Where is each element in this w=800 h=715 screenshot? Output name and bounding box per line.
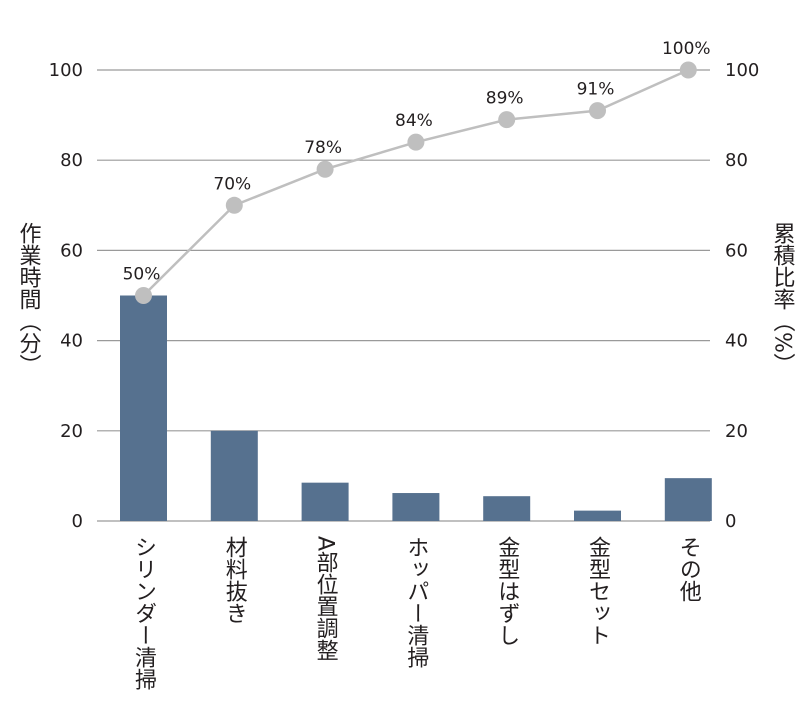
right-tick-label: 0 [725,511,736,532]
right-tick-label: 80 [725,150,748,171]
point-label: 50% [123,265,161,285]
left-tick-label: 20 [60,421,83,442]
left-axis-ticks: 0 20 40 60 80 100 [49,60,83,532]
right-tick-label: 60 [725,240,748,261]
left-axis-title: 作業時間（分） [16,222,42,376]
line-point [135,287,152,304]
point-label: 78% [304,138,342,158]
gridlines [97,69,710,522]
line-point [225,196,243,214]
line-point [498,111,516,129]
point-label: 89% [486,89,524,109]
bar [483,496,531,521]
bar [574,510,621,521]
right-axis-title: 累積比率（%） [770,222,796,375]
line-point [316,160,334,178]
right-tick-label: 100 [725,60,759,81]
bar [120,295,167,521]
category-label: A部位置調整 [313,536,339,661]
point-label: 91% [577,80,615,100]
left-tick-label: 0 [72,511,83,532]
point-label: 100% [662,39,711,59]
category-label: 金型はずし [494,536,520,646]
right-tick-label: 40 [725,331,748,352]
category-label: 金型セット [585,536,611,646]
left-tick-label: 100 [49,60,83,81]
bars [120,295,712,521]
left-tick-label: 80 [60,150,83,171]
left-tick-label: 60 [60,240,83,261]
right-axis-label: 累積比率（%） [770,222,796,375]
line-point [679,61,697,79]
bar [301,482,349,521]
cumulative-line: 50% 70% 78% 84% 89% 91% 100% [123,39,711,304]
category-labels: シリンダー清掃 材料抜き A部位置調整 ホッパー清掃 金型はずし 金型セット その他 [131,536,702,690]
point-label: 70% [213,174,251,194]
right-tick-label: 20 [725,421,748,442]
category-label: その他 [676,536,702,602]
bar [210,430,258,521]
bar [392,493,440,521]
category-label: ホッパー清掃 [403,536,429,668]
left-axis-label: 作業時間（分） [16,222,42,376]
category-label: シリンダー清掃 [131,536,157,690]
bar [664,478,712,521]
left-tick-label: 40 [60,331,83,352]
category-label: 材料抜き [222,536,248,624]
point-label: 84% [395,111,433,131]
line-point [407,133,425,151]
line-point [589,102,606,120]
right-axis-ticks: 0 20 40 60 80 100 [725,60,759,532]
